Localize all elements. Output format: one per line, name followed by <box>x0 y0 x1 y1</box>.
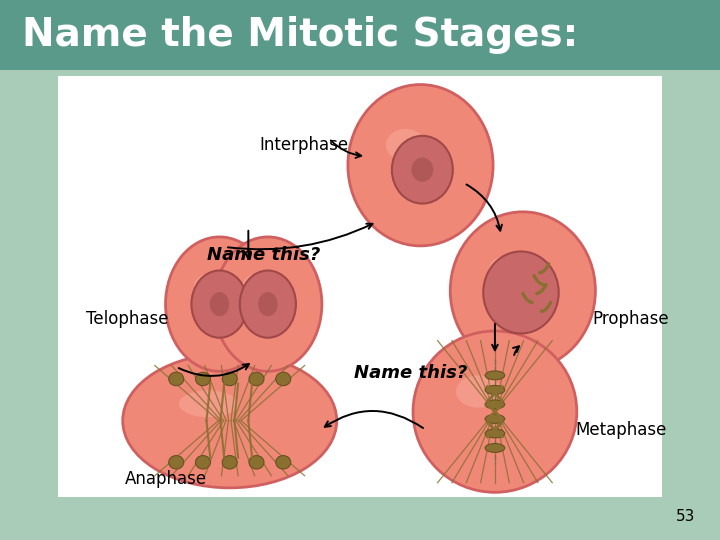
Ellipse shape <box>122 353 337 488</box>
Ellipse shape <box>240 271 296 338</box>
Ellipse shape <box>348 85 493 246</box>
Text: Name this?: Name this? <box>354 364 468 382</box>
Ellipse shape <box>179 390 238 417</box>
Ellipse shape <box>456 375 501 408</box>
Ellipse shape <box>483 252 559 334</box>
Ellipse shape <box>485 386 505 394</box>
Ellipse shape <box>386 129 426 161</box>
Ellipse shape <box>485 415 505 423</box>
Ellipse shape <box>222 372 237 386</box>
Ellipse shape <box>258 292 278 316</box>
Ellipse shape <box>276 372 291 386</box>
Text: 53: 53 <box>675 509 695 524</box>
Text: Name this?: Name this? <box>207 246 321 264</box>
Ellipse shape <box>488 255 528 287</box>
Ellipse shape <box>411 158 433 182</box>
Ellipse shape <box>485 443 505 453</box>
Ellipse shape <box>168 456 184 469</box>
Ellipse shape <box>249 456 264 469</box>
Text: Metaphase: Metaphase <box>575 421 666 438</box>
Text: Name the Mitotic Stages:: Name the Mitotic Stages: <box>22 16 578 54</box>
Ellipse shape <box>196 372 210 386</box>
Ellipse shape <box>192 271 248 338</box>
Text: Telophase: Telophase <box>86 310 168 328</box>
Text: Interphase: Interphase <box>260 137 348 154</box>
Ellipse shape <box>485 429 505 438</box>
Ellipse shape <box>450 212 595 369</box>
Ellipse shape <box>166 237 274 372</box>
Ellipse shape <box>168 372 184 386</box>
Ellipse shape <box>485 371 505 380</box>
Ellipse shape <box>413 331 577 492</box>
Ellipse shape <box>242 274 272 301</box>
Ellipse shape <box>194 274 223 301</box>
Ellipse shape <box>214 237 322 372</box>
Ellipse shape <box>392 136 453 204</box>
Ellipse shape <box>196 456 210 469</box>
Ellipse shape <box>222 456 237 469</box>
Ellipse shape <box>210 292 229 316</box>
Ellipse shape <box>249 372 264 386</box>
Ellipse shape <box>276 456 291 469</box>
Ellipse shape <box>485 400 505 409</box>
Text: Prophase: Prophase <box>593 310 670 328</box>
Text: Anaphase: Anaphase <box>125 470 207 488</box>
